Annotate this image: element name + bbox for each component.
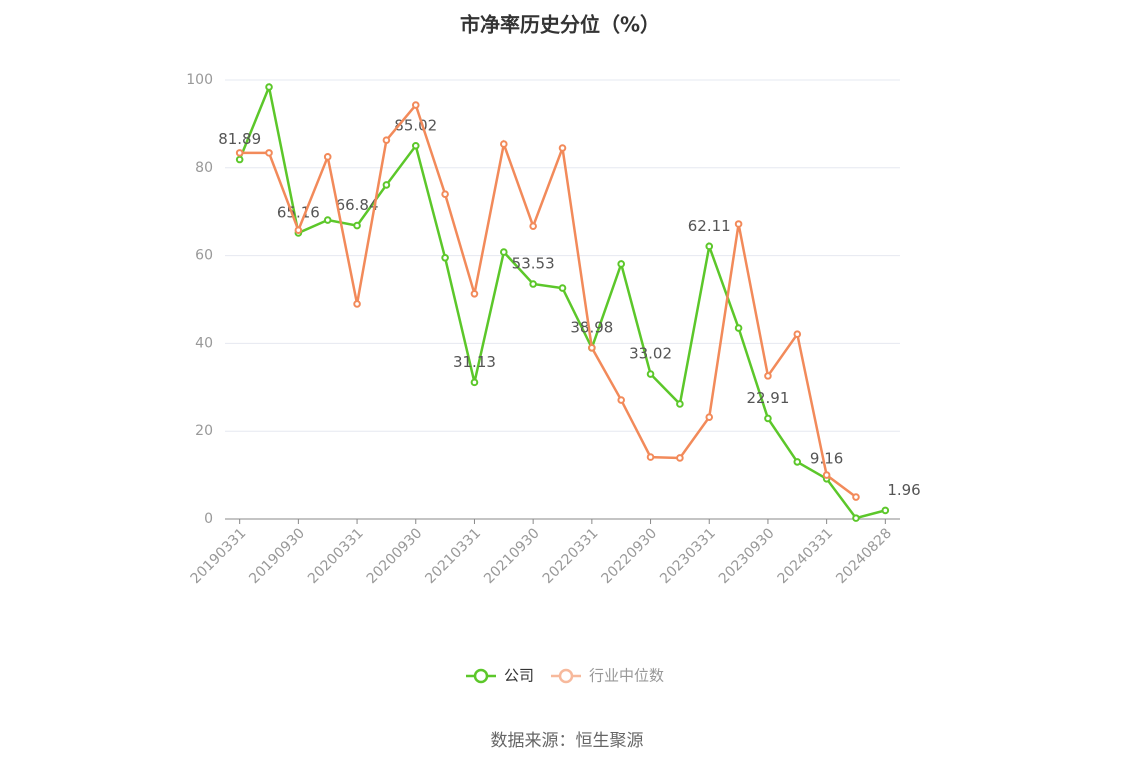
- value-label: 9.16: [810, 449, 843, 467]
- y-tick-label: 60: [195, 248, 213, 264]
- data-point: [646, 370, 655, 378]
- legend-label: 行业中位数: [589, 667, 664, 685]
- data-point: [353, 300, 361, 308]
- legend-marker: [558, 668, 574, 684]
- data-point: [705, 242, 714, 251]
- data-point: [470, 289, 479, 298]
- legend-label: 公司: [504, 667, 534, 685]
- y-tick-label: 100: [186, 72, 213, 88]
- x-tick-label: 20220930: [598, 525, 660, 587]
- x-tick-label: 20230930: [716, 525, 778, 587]
- value-label: 65.16: [277, 203, 320, 221]
- data-point: [323, 153, 332, 161]
- series-line: [239, 102, 857, 499]
- value-label: 81.89: [218, 130, 261, 148]
- value-label: 33.02: [629, 345, 672, 363]
- x-tick-label: 20230331: [657, 525, 719, 587]
- chart-title: 市净率历史分位（%）: [460, 13, 660, 37]
- data-point: [353, 221, 361, 230]
- data-point: [235, 155, 244, 164]
- x-tick-label: 20200331: [305, 525, 367, 587]
- x-tick-label: 20190930: [246, 525, 308, 587]
- data-point: [529, 280, 537, 288]
- data-point: [852, 493, 860, 501]
- data-point: [382, 136, 391, 144]
- data-point: [411, 101, 420, 109]
- data-point: [734, 324, 743, 332]
- data-point: [470, 378, 479, 387]
- data-point: [441, 253, 449, 262]
- data-point: [235, 149, 244, 157]
- data-point: [676, 400, 684, 408]
- data-point: [529, 222, 537, 230]
- y-tick-label: 20: [195, 423, 213, 439]
- data-point: [617, 260, 625, 268]
- y-tick-label: 80: [195, 160, 213, 176]
- value-label: 1.96: [887, 481, 920, 499]
- data-point: [500, 140, 508, 148]
- x-tick-label: 20220331: [540, 525, 602, 587]
- data-point: [558, 144, 567, 152]
- value-label: 62.11: [688, 217, 731, 235]
- data-point: [294, 226, 303, 234]
- value-label: 31.13: [453, 353, 496, 371]
- value-label: 66.84: [336, 196, 379, 214]
- data-point: [617, 396, 625, 404]
- data-point: [411, 141, 420, 150]
- x-tick-label: 20240331: [775, 525, 837, 587]
- data-point: [646, 453, 655, 461]
- data-point: [793, 330, 802, 338]
- data-point: [441, 190, 449, 198]
- data-point: [852, 514, 860, 522]
- legend-marker: [473, 668, 489, 684]
- data-point: [265, 149, 273, 157]
- data-point: [764, 372, 772, 380]
- y-tick-label: 0: [204, 511, 213, 527]
- data-point: [588, 343, 596, 352]
- x-tick-label: 20190331: [188, 525, 250, 587]
- data-point: [500, 248, 508, 256]
- data-point: [881, 506, 890, 515]
- y-tick-label: 40: [195, 335, 213, 351]
- data-point: [323, 216, 332, 224]
- data-point: [558, 284, 567, 292]
- value-label: 22.91: [746, 389, 789, 407]
- data-point: [382, 181, 391, 189]
- x-tick-label: 20210331: [422, 525, 484, 587]
- source-note: 数据来源：恒生聚源: [491, 731, 644, 751]
- data-point: [705, 413, 714, 421]
- data-point: [793, 458, 802, 466]
- value-label: 53.53: [512, 255, 555, 273]
- x-tick-label: 20240828: [833, 525, 895, 587]
- data-point: [734, 220, 743, 228]
- value-label: 85.02: [394, 116, 437, 134]
- data-point: [764, 414, 772, 423]
- x-tick-label: 20200930: [364, 525, 426, 587]
- x-tick-label: 20210930: [481, 525, 543, 587]
- data-point: [265, 83, 273, 91]
- data-point: [822, 471, 831, 479]
- data-point: [676, 454, 684, 462]
- value-label: 38.98: [570, 318, 613, 336]
